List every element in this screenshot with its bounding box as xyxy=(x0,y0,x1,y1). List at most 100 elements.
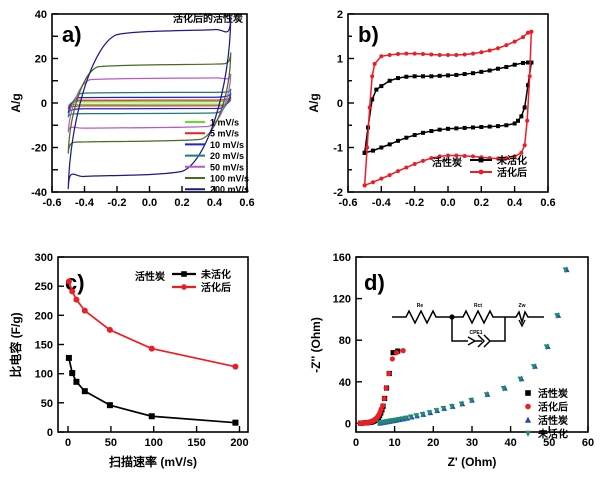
point-未活化 xyxy=(73,378,80,385)
panel-a-xtick-0: -0.6 xyxy=(43,197,62,209)
panel-c-yticks xyxy=(58,256,64,433)
point-未活化 xyxy=(496,124,500,129)
panel-a-ytick-40: 40 xyxy=(35,9,47,21)
point-活化后 xyxy=(387,52,392,57)
point-未活化 xyxy=(426,410,433,416)
legend-title: 活性炭 xyxy=(432,156,462,169)
panel-d-ytick-120: 120 xyxy=(333,294,351,306)
panel-d-xtick-50: 50 xyxy=(543,437,555,449)
circuit-label-zw: Zw xyxy=(519,303,526,309)
point-未活化 xyxy=(554,313,560,319)
panel-c-label: c) xyxy=(65,270,85,295)
point-未活化 xyxy=(404,74,409,79)
point-活化后 xyxy=(362,183,367,188)
point-未活化 xyxy=(512,121,517,126)
point-未活化 xyxy=(429,129,434,134)
point-活化后 xyxy=(429,156,434,161)
panel-b-xtick-1: -0.4 xyxy=(372,197,392,209)
panel-d-xtick-40: 40 xyxy=(504,437,516,449)
panel-a-title: 活化后的活性炭 xyxy=(173,12,243,25)
cpe-left-lead xyxy=(451,317,468,342)
panel-d-xticks xyxy=(355,426,589,432)
point-活化后 xyxy=(527,74,532,79)
legend-label-3: 20 mV/s xyxy=(210,151,244,161)
point-活化后 xyxy=(471,51,475,56)
legend-label-2: 活性炭 xyxy=(538,414,568,427)
point-未活化 xyxy=(232,419,239,426)
point-活化后 xyxy=(232,363,239,370)
point-未活化 xyxy=(106,402,113,409)
point-未活化 xyxy=(487,124,492,129)
panel-a-xticks xyxy=(51,186,248,192)
panel-b-xtick-0: -0.6 xyxy=(339,197,358,209)
point-活化后 xyxy=(487,48,492,53)
point-未活化 xyxy=(468,397,475,404)
panel-b-ytick-0: 0 xyxy=(337,98,343,110)
legend-marker-1 xyxy=(181,284,187,290)
panel-a-ytick-neg40: -40 xyxy=(31,187,47,199)
point-活化后 xyxy=(371,180,375,185)
panel-b: 2 1 0 -1 -2 -0.6 -0.4 -0.2 0.0 0.2 0.4 0… xyxy=(300,0,600,245)
equivalent-circuit-inset: Re Rct Zw CPE1 xyxy=(392,303,544,348)
panel-c-ytick-250: 250 xyxy=(35,281,53,293)
point-未活化 xyxy=(446,126,450,131)
resistor-re-icon xyxy=(392,309,452,325)
panel-d-points xyxy=(357,266,570,427)
point-活化后 xyxy=(412,51,417,56)
panel-a-ytick-neg20: -20 xyxy=(31,143,47,155)
point-未活化 xyxy=(379,145,384,150)
panel-b-label: b) xyxy=(358,22,379,47)
point-未活化 xyxy=(81,388,88,395)
panel-d-ylabel: -Z'' (Ohm) xyxy=(309,317,323,373)
point-活化后 xyxy=(462,52,467,57)
point-活化后 xyxy=(73,296,80,303)
point-未活化 xyxy=(440,406,447,412)
panel-a-svg: 40 20 0 -20 -40 -0.6 -0.4 -0.2 0.0 0.2 0… xyxy=(9,9,255,209)
panel-c-xlabel: 扫描速率 (mV/s) xyxy=(109,454,197,469)
panel-b-ytick-2: 2 xyxy=(337,9,343,21)
point-活化后 xyxy=(512,154,517,159)
point-活化后 xyxy=(462,153,467,158)
point-未活化 xyxy=(496,66,500,71)
point-活化后 xyxy=(65,278,72,285)
point-活化后 xyxy=(367,105,372,110)
legend-label-0: 活性炭 xyxy=(538,387,568,400)
point-活化后 xyxy=(446,52,450,57)
point-活化后 xyxy=(519,150,524,155)
point-活化后 xyxy=(389,356,395,362)
panel-c-ytick-150: 150 xyxy=(35,340,53,352)
point-活化后 xyxy=(69,288,76,295)
point-活化后 xyxy=(437,154,442,159)
legend-label-0: 1 mV/s xyxy=(210,118,239,128)
panel-d-ytick-40: 40 xyxy=(339,377,351,389)
point-活化后 xyxy=(526,30,530,35)
panel-a: 40 20 0 -20 -40 -0.6 -0.4 -0.2 0.0 0.2 0… xyxy=(0,0,300,245)
panel-c-ytick-100: 100 xyxy=(35,369,53,381)
panel-a-curves xyxy=(67,16,232,190)
panel-d-xtick-30: 30 xyxy=(466,437,478,449)
point-未活化 xyxy=(526,60,530,65)
legend-label-1: 活化后 xyxy=(201,281,231,294)
curve-未活化 xyxy=(68,357,236,424)
legend-label-1: 活化后 xyxy=(497,166,527,179)
point-未活化 xyxy=(437,127,442,132)
panel-c-xtick-100: 100 xyxy=(145,437,163,449)
panel-c-xtick-50: 50 xyxy=(105,437,117,449)
point-活化后 xyxy=(400,348,406,354)
panel-a-plot: 40 20 0 -20 -40 -0.6 -0.4 -0.2 0.0 0.2 0… xyxy=(9,9,255,209)
point-未活化 xyxy=(403,415,410,422)
panel-b-xtick-4: 0.2 xyxy=(474,197,489,209)
point-未活化 xyxy=(387,78,392,83)
panel-d-yticks xyxy=(356,256,362,425)
point-活化后 xyxy=(504,156,509,161)
point-未活化 xyxy=(419,411,426,418)
panel-b-ytick-neg1: -1 xyxy=(333,143,343,155)
panel-d-ytick-80: 80 xyxy=(339,335,351,347)
point-活化后 xyxy=(370,74,375,79)
panel-d-label: d) xyxy=(364,270,385,295)
point-活化后 xyxy=(386,370,392,377)
panel-d-xtick-60: 60 xyxy=(582,437,594,449)
